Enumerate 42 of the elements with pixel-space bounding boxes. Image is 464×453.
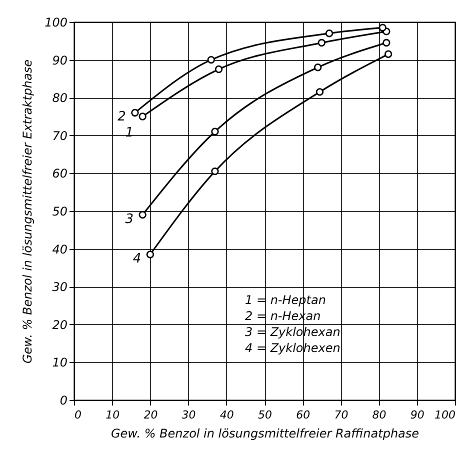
x-tick-label: 30 [182, 408, 196, 422]
y-tick-label: 90 [52, 53, 68, 68]
x-tick-label: 70 [334, 408, 348, 422]
x-tick-label: 80 [372, 408, 386, 422]
x-axis-title: Gew. % Benzol in lösungsmittelfreier Raffinatphase [110, 426, 420, 440]
point [211, 167, 219, 176]
point [318, 38, 326, 47]
series-label: 2 [118, 110, 126, 125]
y-tick-label: 80 [52, 91, 68, 106]
y-axis-title: Gew. % Benzol in lösungsmittelfreier Extraktphase [20, 59, 35, 364]
x-tick-label: 50 [258, 408, 272, 422]
series-label: 4 [132, 251, 142, 266]
point [384, 50, 392, 58]
x-tick-label: 20 [144, 408, 158, 422]
y-tick-label: 30 [52, 280, 68, 294]
y-tick-label: 60 [52, 166, 68, 181]
x-tick-label: 90 [410, 408, 424, 422]
point [314, 64, 322, 72]
x-tick-label: 10 [106, 408, 120, 422]
x-tick-label: 100 [434, 408, 456, 422]
y-tick-label: 70 [52, 128, 68, 143]
y-tick-label: 10 [52, 356, 68, 370]
x-tick-label: 60 [296, 408, 310, 422]
y-tick-label: 20 [52, 318, 68, 332]
point [325, 29, 334, 38]
y-tick-label: 100 [44, 16, 68, 30]
y-tick-label: 50 [52, 204, 68, 218]
point [382, 38, 390, 47]
point [207, 56, 216, 64]
x-tick-label: 0 [74, 408, 82, 422]
point [211, 128, 219, 136]
point [146, 250, 154, 258]
point [138, 210, 146, 219]
y-tick-label: 0 [60, 394, 68, 408]
point [316, 88, 324, 96]
point [378, 24, 386, 32]
x-tick-label: 40 [220, 408, 234, 422]
point [138, 112, 146, 120]
point [131, 108, 139, 117]
y-tick-label: 40 [52, 242, 68, 256]
point [214, 65, 223, 74]
series-label: 3 [125, 212, 134, 227]
